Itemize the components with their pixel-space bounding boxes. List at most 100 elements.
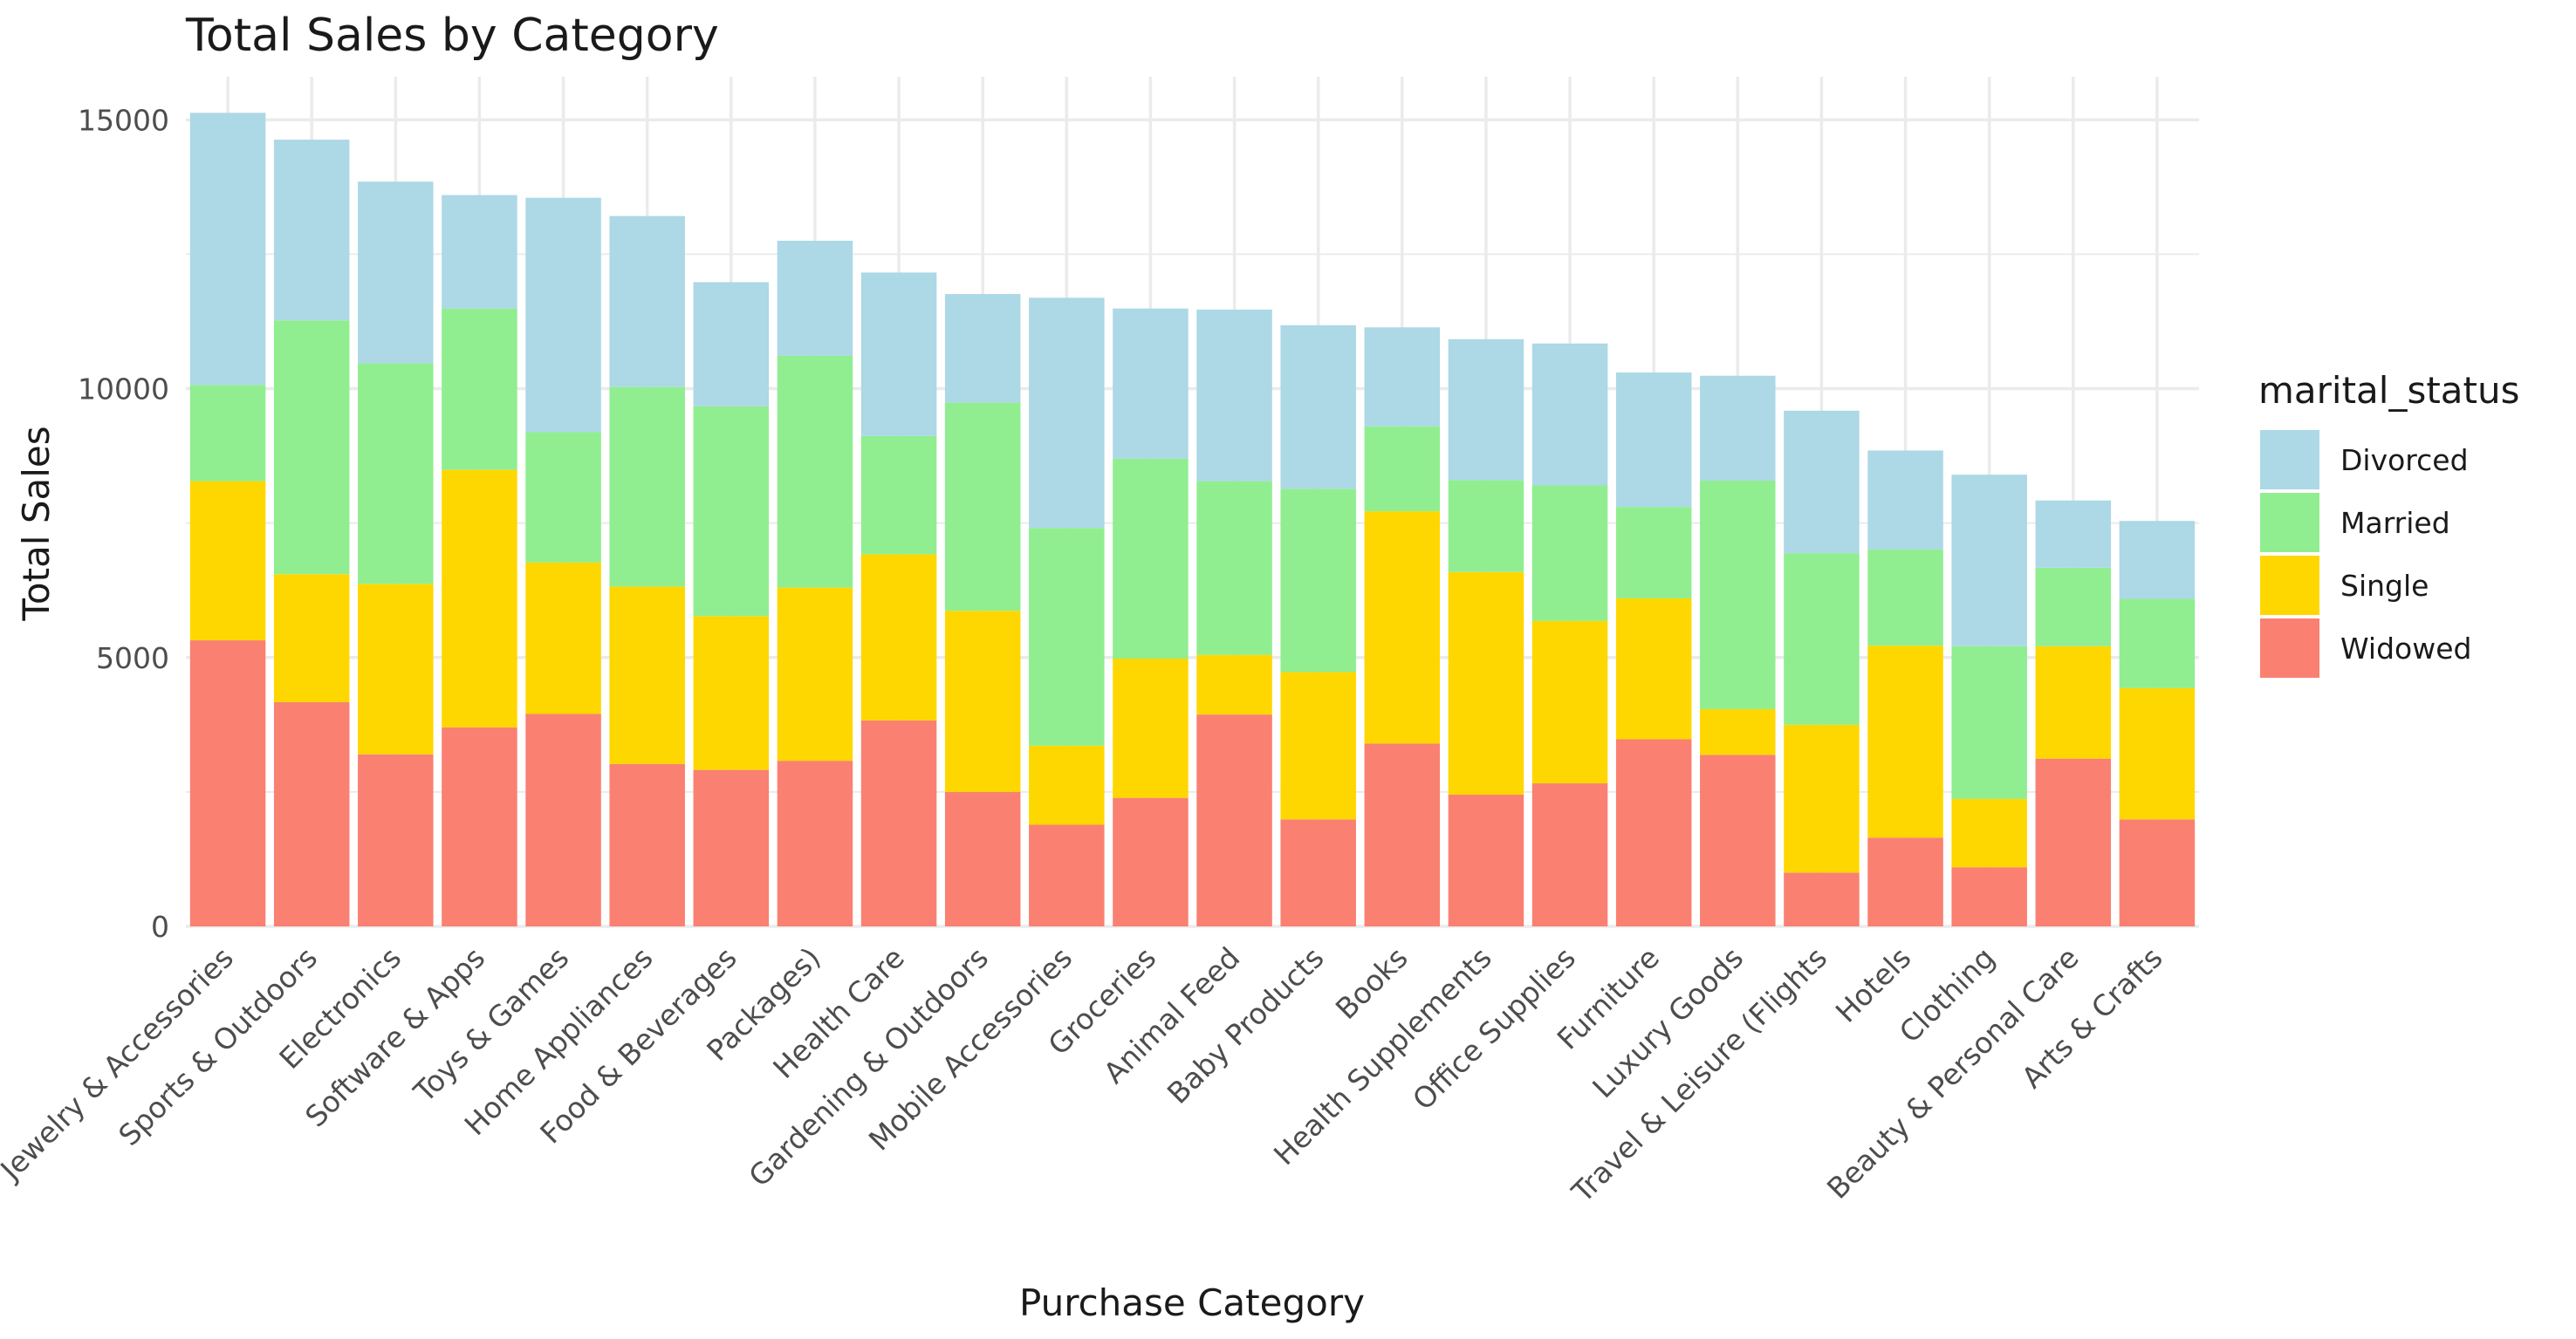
bar-segment-single [358,584,434,755]
bar-segment-widowed [1784,872,1860,926]
bar-segment-widowed [1113,797,1189,926]
bar-segment-divorced [1951,475,2027,646]
bar-segment-married [1196,481,1272,655]
bar-segment-divorced [1700,375,1776,481]
bar-segment-married [1280,488,1356,673]
bar-segment-married [1867,549,1943,646]
bar-segment-widowed [944,791,1021,926]
bar-segment-married [777,355,853,588]
bar-segment-single [525,562,601,714]
y-tick-label: 15000 [78,103,169,137]
bar-segment-single [1531,620,1608,784]
bar-segment-married [1448,480,1524,572]
bar-segment-married [1615,507,1692,598]
legend-key-divorced [2260,430,2319,489]
bar-segment-single [273,574,350,702]
bar-segment-widowed [1448,794,1524,926]
bar-segment-widowed [2119,819,2196,926]
bar-segment-divorced [1364,327,1441,427]
bar-segment-single [442,469,517,728]
bar-segment-divorced [777,241,853,356]
bar-segment-married [693,406,770,617]
bar-segment-widowed [442,727,517,926]
y-tick-label: 5000 [96,641,169,675]
bar-segment-divorced [860,272,937,436]
bar-segment-widowed [1196,714,1272,926]
bar-segment-widowed [358,754,434,926]
legend-key-widowed [2260,618,2319,678]
bar-segment-single [1029,745,1105,825]
bar-segment-single [1951,798,2027,868]
bar-segment-widowed [1531,783,1608,926]
bar-segment-widowed [693,769,770,926]
chart-title: Total Sales by Category [185,10,719,62]
bar-segment-single [609,586,685,764]
bar-segment-single [1196,654,1272,715]
bar-segment-divorced [1867,450,1943,550]
legend-label-widowed: Widowed [2340,632,2471,666]
bar-segment-single [860,554,937,721]
bar-segment-married [609,386,685,587]
bar-segment-divorced [1113,308,1189,459]
y-axis-ticks: 0 5000 10000 15000 [78,103,169,944]
legend-label-single: Single [2340,569,2429,603]
bar-segment-widowed [1029,824,1105,926]
bar-segment-divorced [2035,500,2112,568]
bar-segment-divorced [1784,410,1860,554]
bar-segment-widowed [1364,743,1441,926]
bar-segment-widowed [273,701,350,926]
bar-segment-single [1700,708,1776,755]
legend-key-single [2260,556,2319,615]
bar-segment-married [2035,567,2112,646]
bar-segment-divorced [1280,325,1356,489]
bar-segment-single [189,481,266,641]
bar-segment-single [1448,571,1524,795]
bar-segment-single [1113,659,1189,798]
bar-segment-married [1531,485,1608,621]
x-tick-label: Baby Products [1161,940,1331,1110]
bar-segment-married [860,435,937,555]
y-tick-label: 10000 [78,372,169,406]
bar-segment-divorced [1448,338,1524,481]
bar-segment-single [1784,724,1860,873]
legend-label-married: Married [2340,506,2450,540]
bars [189,113,2196,926]
y-axis-title: Total Sales [15,426,58,621]
bar-segment-married [442,308,517,470]
bar-segment-widowed [1700,755,1776,926]
bar-segment-single [1867,646,1943,838]
bar-segment-widowed [1615,739,1692,926]
bar-segment-married [2119,598,2196,688]
legend: marital_status Divorced Married Single Wido… [2258,369,2520,678]
bar-segment-divorced [1029,297,1105,529]
bar-segment-widowed [2035,758,2112,926]
bar-segment-married [189,385,266,482]
bar-segment-divorced [1615,372,1692,508]
bar-segment-widowed [1867,837,1943,926]
bar-segment-married [525,432,601,563]
bar-segment-married [1700,480,1776,709]
bar-segment-divorced [944,294,1021,403]
bar-segment-widowed [1280,819,1356,926]
bar-segment-married [1029,528,1105,746]
bar-segment-married [944,402,1021,611]
bar-segment-divorced [693,282,770,406]
bar-segment-divorced [2119,521,2196,599]
bar-segment-married [1784,553,1860,725]
bar-segment-married [273,320,350,575]
bar-segment-single [2119,687,2196,820]
bar-segment-married [358,363,434,584]
bar-segment-single [1280,672,1356,820]
legend-label-divorced: Divorced [2340,443,2469,477]
bar-segment-divorced [358,181,434,364]
bar-segment-single [1364,511,1441,744]
bar-segment-widowed [777,761,853,926]
bar-segment-divorced [609,215,685,387]
bar-segment-single [693,616,770,770]
bar-segment-divorced [1196,309,1272,482]
bar-segment-single [944,611,1021,792]
bar-segment-married [1113,458,1189,659]
bar-segment-widowed [1951,867,2027,926]
